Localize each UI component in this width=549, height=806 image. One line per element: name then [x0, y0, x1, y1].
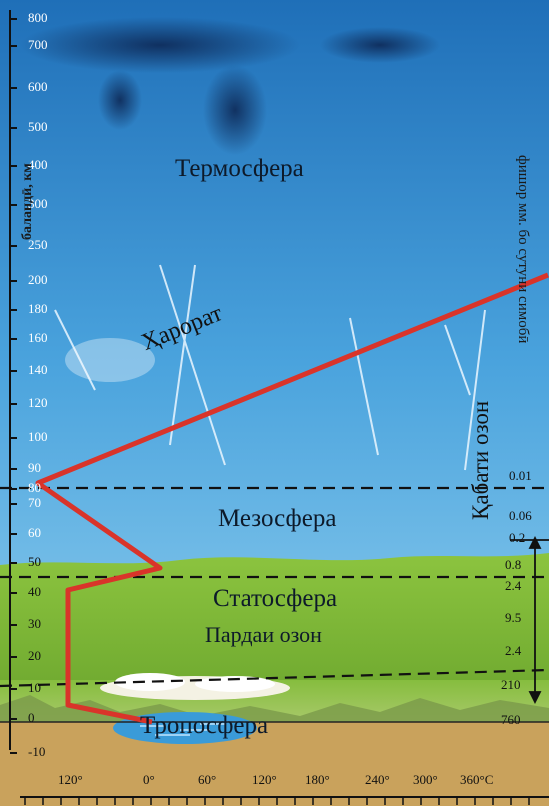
y-tick-label: 80 [28, 480, 41, 495]
x-tick-label: 120° [252, 772, 277, 787]
x-tick-label: 300° [413, 772, 438, 787]
y-tick-label: 100 [28, 429, 48, 444]
y-tick-label: 60 [28, 525, 41, 540]
y-tick-label: 300 [28, 196, 48, 211]
y-tick-label: 20 [28, 648, 41, 663]
pressure-value: 760 [501, 712, 521, 727]
stratosphere-band [0, 553, 549, 700]
stratosphere-label: Статосфера [213, 585, 338, 612]
x-axis-minor-ticks [24, 797, 530, 805]
y-tick-label: 800 [28, 10, 48, 25]
y-tick-mark [10, 503, 17, 505]
y-tick-mark [10, 309, 17, 311]
y-tick-label: 500 [28, 119, 48, 134]
y-tick-label: 400 [28, 157, 48, 172]
pressure-value: 210 [501, 677, 521, 692]
y-tick-mark [10, 437, 17, 439]
x-tick-label: 240° [365, 772, 390, 787]
y-tick-mark [10, 562, 17, 564]
x-tick-label: 360°C [460, 772, 494, 787]
pressure-value: 0.01 [509, 468, 532, 483]
y-tick-label: 200 [28, 272, 48, 287]
clouds [100, 673, 290, 700]
ground [0, 722, 549, 806]
y-tick-mark [10, 280, 17, 282]
mountains [0, 695, 549, 722]
pressure-value: 2.4 [505, 578, 522, 593]
y-tick-mark [10, 468, 17, 470]
troposphere-label: Тропосфера [140, 712, 269, 739]
y-tick-label: 120 [28, 395, 48, 410]
y-tick-label: 700 [28, 37, 48, 52]
y-tick-mark [10, 624, 17, 626]
y-tick-label: 50 [28, 554, 41, 569]
aurora-patch [98, 70, 142, 130]
y-tick-label: 10 [28, 680, 41, 695]
right-axis-label: фишор мм. бо сутуни симобӣ [515, 155, 531, 344]
y-tick-label: 40 [28, 584, 41, 599]
pressure-value: 2.4 [505, 643, 522, 658]
boundary-lines [0, 486, 549, 688]
y-tick-mark [10, 127, 17, 129]
y-tick-mark [10, 592, 17, 594]
y-tick-label: -10 [28, 744, 46, 759]
y-tick-label: 30 [28, 616, 41, 631]
aurora-patch [203, 65, 267, 155]
y-tick-mark [10, 752, 17, 754]
y-tick-mark [10, 488, 17, 490]
y-tick-label: 70 [28, 495, 41, 510]
y-tick-label: 90 [28, 460, 41, 475]
temperature-curve [35, 272, 549, 725]
y-tick-mark [10, 245, 17, 247]
ozone-layer-label: Қабати озон [468, 400, 493, 520]
noctilucent-cloud [65, 338, 155, 382]
y-tick-label: 160 [28, 330, 48, 345]
y-tick-mark [10, 165, 17, 167]
ozone-bracket [510, 535, 549, 705]
y-tick-label: 140 [28, 362, 48, 377]
aurora-patch [20, 17, 300, 73]
y-tick-mark [10, 533, 17, 535]
y-tick-mark [10, 338, 17, 340]
x-tick-label: 180° [305, 772, 330, 787]
y-tick-label: 0 [28, 710, 35, 725]
y-tick-label: 250 [28, 237, 48, 252]
x-tick-label: 60° [198, 772, 217, 787]
y-tick-mark [10, 370, 17, 372]
y-tick-mark [10, 718, 17, 720]
x-tick-label: 0° [143, 772, 155, 787]
y-tick-mark [10, 403, 17, 405]
thermosphere-label: Термосфера [175, 155, 304, 182]
lake-ripples [140, 723, 225, 736]
y-tick-mark [10, 688, 17, 690]
pressure-value: 0.8 [505, 557, 522, 572]
y-tick-mark [10, 656, 17, 658]
pressure-value: 9.5 [505, 610, 522, 625]
y-axis-label: баландӣ, км [20, 163, 35, 240]
y-tick-label: 180 [28, 301, 48, 316]
y-tick-label: 600 [28, 79, 48, 94]
y-tick-mark [10, 18, 17, 20]
y-tick-mark [10, 87, 17, 89]
pressure-value: 0.06 [509, 508, 532, 523]
meteor-streaks [54, 264, 486, 471]
x-tick-label: 120° [58, 772, 83, 787]
ozone-curtain-label: Пардаи озон [205, 622, 322, 647]
y-tick-mark [10, 45, 17, 47]
mesosphere-label: Мезосфера [218, 505, 337, 532]
aurora-patch [320, 27, 440, 63]
y-tick-mark [10, 204, 17, 206]
pressure-value: 0.2 [509, 530, 526, 545]
